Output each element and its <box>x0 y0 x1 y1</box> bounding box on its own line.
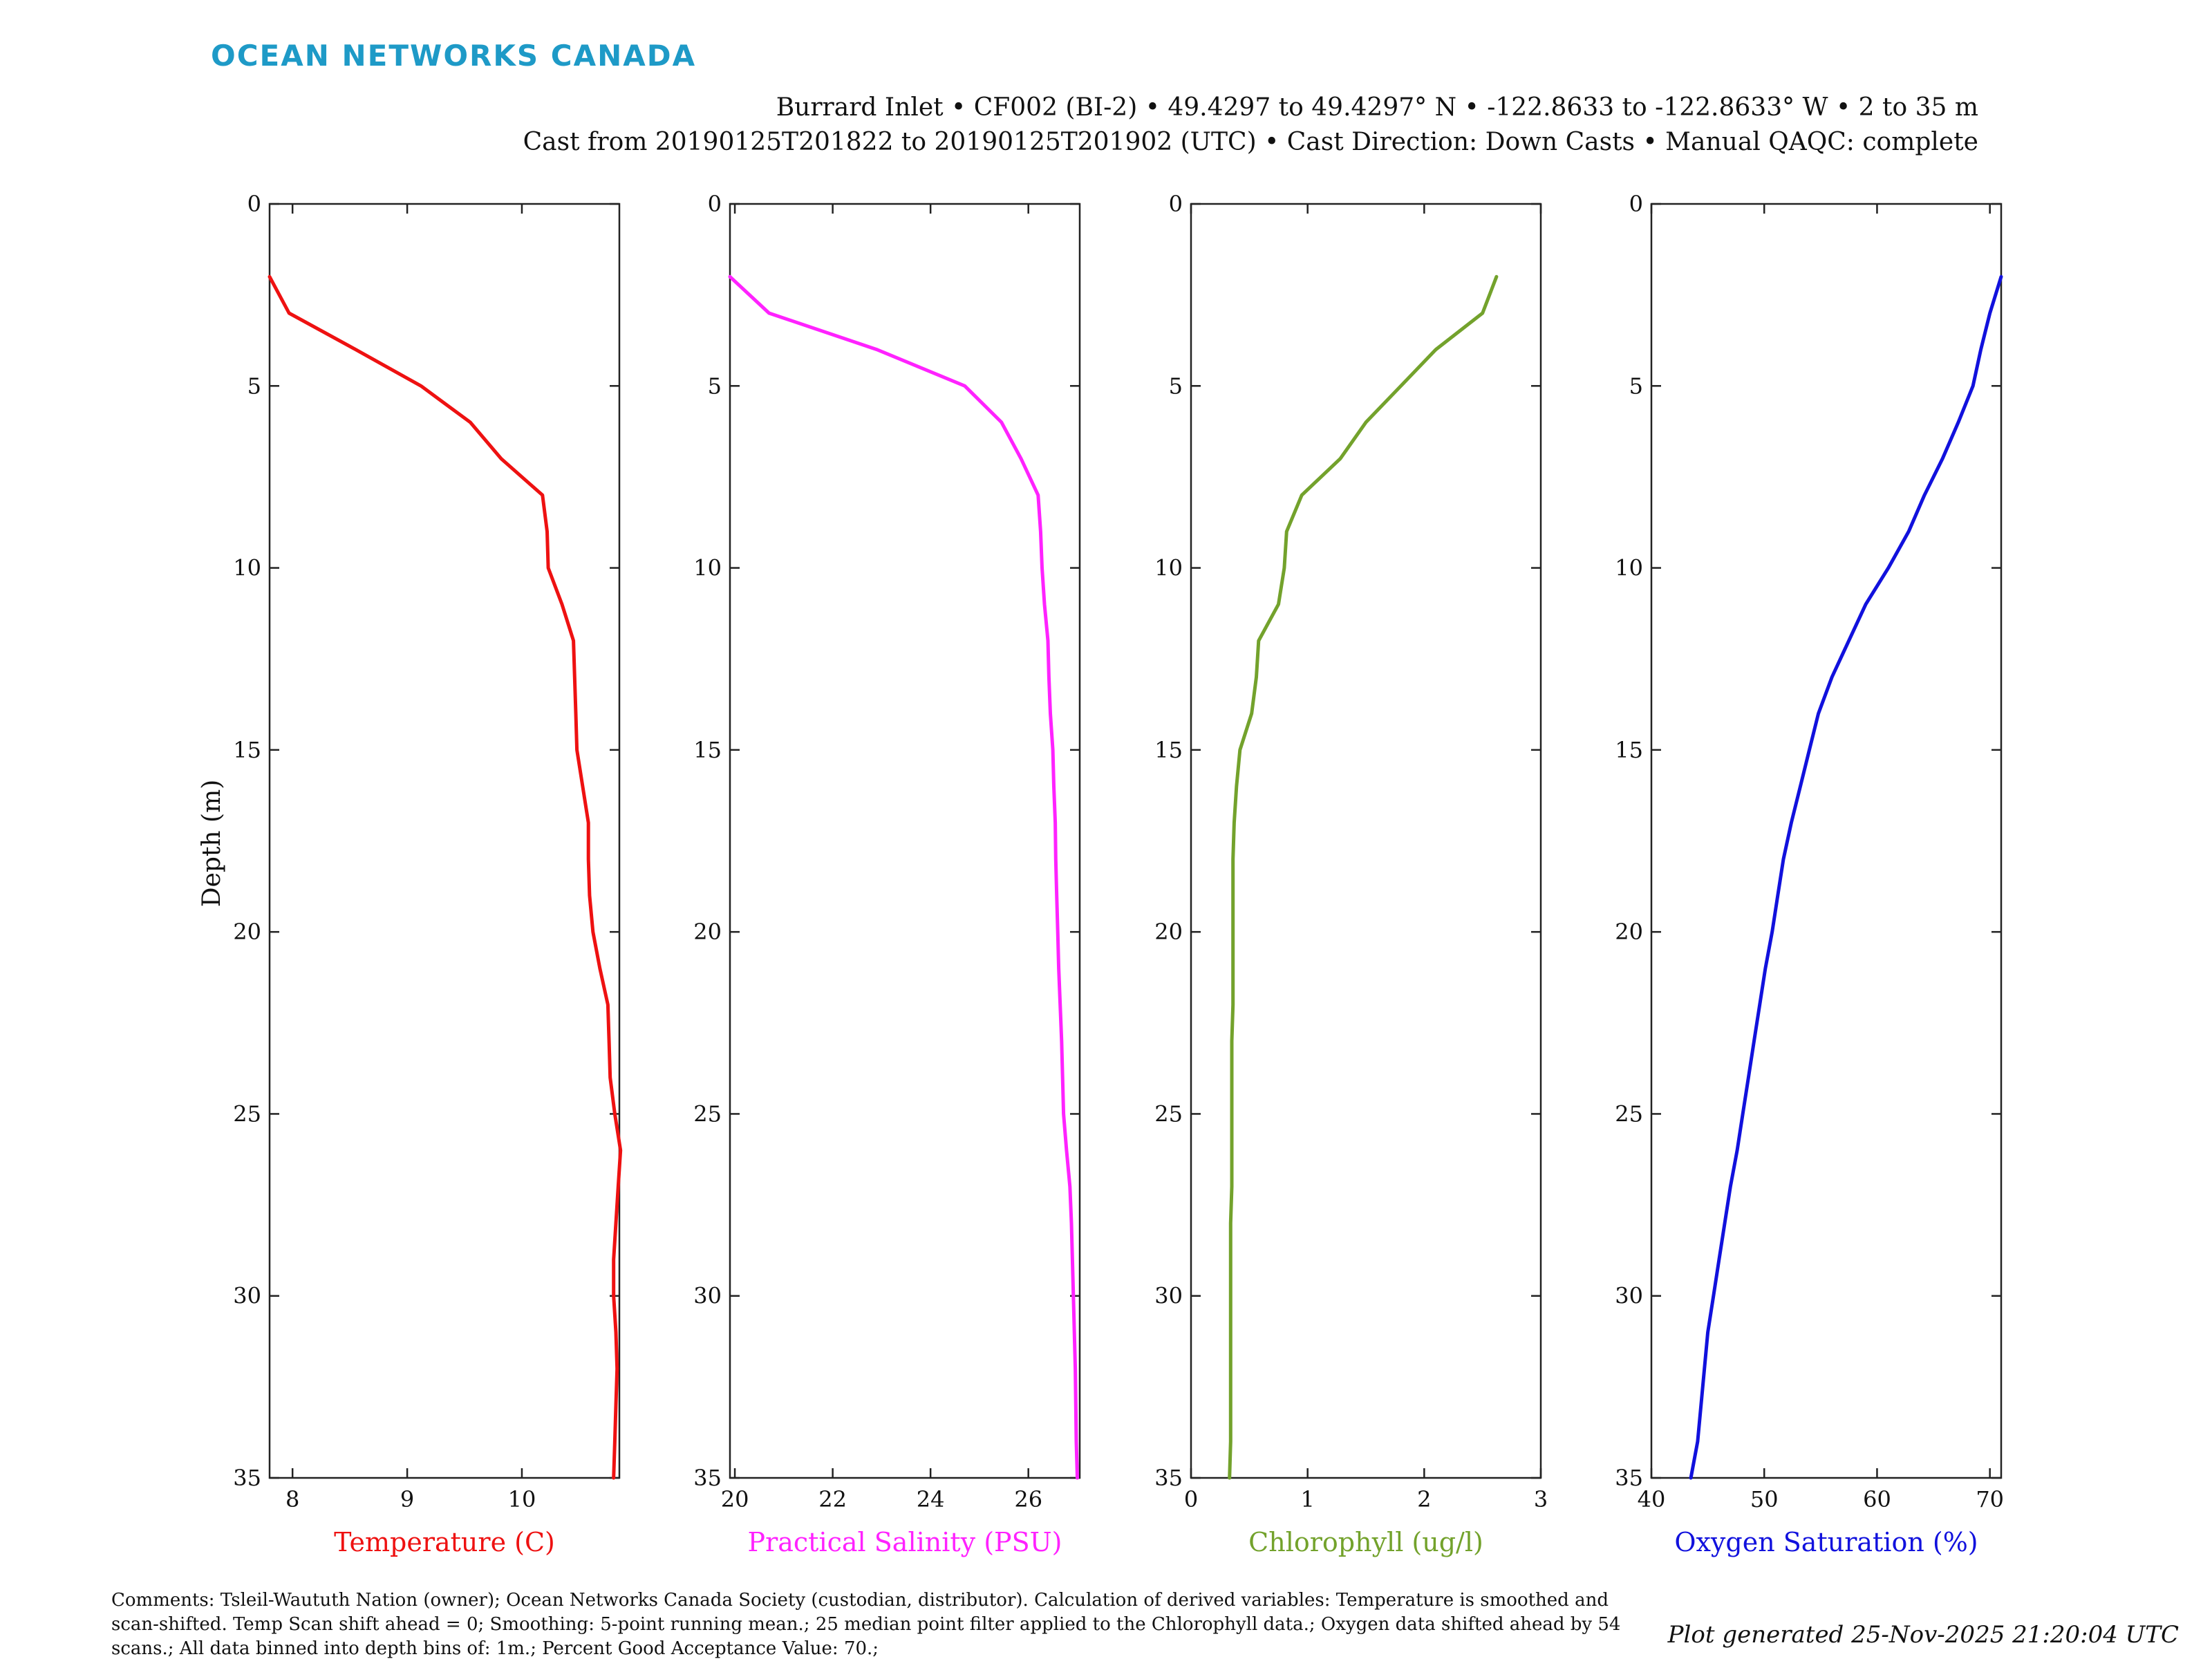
x-tick-label: 60 <box>1863 1486 1891 1512</box>
x-axis-label: Oxygen Saturation (%) <box>1674 1527 1978 1557</box>
y-tick-label: 25 <box>693 1100 722 1127</box>
y-tick-label: 5 <box>1169 373 1183 399</box>
x-tick-label: 40 <box>1638 1486 1666 1512</box>
y-tick-label: 15 <box>1154 737 1183 763</box>
y-tick-label: 5 <box>1629 373 1643 399</box>
y-tick-label: 15 <box>693 737 722 763</box>
x-axis-label: Practical Salinity (PSU) <box>748 1527 1062 1557</box>
axes-frame <box>1650 203 2003 1479</box>
axes-frame <box>1190 203 1542 1479</box>
y-tick-label: 0 <box>1169 191 1183 217</box>
panel-1: 0 5 10 15 20 25 30 35 8 9 10 Temperature (C) <box>233 191 623 1557</box>
x-tick-label: 2 <box>1417 1486 1431 1512</box>
y-tick-label: 10 <box>233 555 261 581</box>
y-tick-label: 10 <box>1615 555 1643 581</box>
x-tick-label: 3 <box>1534 1486 1548 1512</box>
y-tick-label: 0 <box>247 191 261 217</box>
profile-line-4 <box>1689 274 2003 1480</box>
y-tick-label: 30 <box>233 1283 261 1309</box>
x-tick-label: 26 <box>1014 1486 1042 1512</box>
y-tick-label: 30 <box>1154 1283 1183 1309</box>
x-tick-label: 10 <box>508 1486 536 1512</box>
y-tick-label: 25 <box>1154 1100 1183 1127</box>
footer-comment-line-1: Comments: Tsleil-Waututh Nation (owner);… <box>111 1590 1609 1611</box>
y-tick-label: 20 <box>1615 919 1643 945</box>
brand-logo-text: OCEAN NETWORKS CANADA <box>211 39 696 73</box>
y-tick-label: 35 <box>693 1465 722 1491</box>
y-tick-label: 15 <box>233 737 261 763</box>
header-line-1: Burrard Inlet • CF002 (BI-2) • 49.4297 t… <box>776 93 1978 122</box>
profile-line-2 <box>728 274 1079 1480</box>
x-axis-label: Temperature (C) <box>334 1527 555 1557</box>
y-tick-label: 20 <box>1154 919 1183 945</box>
y-tick-label: 25 <box>1615 1100 1643 1127</box>
plot-generated-stamp: Plot generated 25-Nov-2025 21:20:04 UTC <box>1667 1621 2179 1649</box>
y-tick-label: 5 <box>708 373 722 399</box>
y-tick-label: 15 <box>1615 737 1643 763</box>
x-tick-label: 70 <box>1976 1486 2004 1512</box>
x-tick-label: 1 <box>1300 1486 1314 1512</box>
x-tick-label: 22 <box>818 1486 847 1512</box>
header-line-2: Cast from 20190125T201822 to 20190125T20… <box>523 128 1978 156</box>
x-tick-label: 9 <box>400 1486 414 1512</box>
y-tick-label: 35 <box>1615 1465 1643 1491</box>
x-tick-label: 8 <box>285 1486 299 1512</box>
profile-line-1 <box>268 274 623 1480</box>
y-tick-label: 5 <box>247 373 261 399</box>
x-tick-label: 20 <box>721 1486 749 1512</box>
footer-comment-line-3: scans.; All data binned into depth bins … <box>111 1638 879 1659</box>
y-tick-label: 0 <box>1629 191 1643 217</box>
x-axis-label: Chlorophyll (ug/l) <box>1248 1527 1483 1557</box>
x-tick-label: 50 <box>1750 1486 1779 1512</box>
y-tick-label: 0 <box>708 191 722 217</box>
y-tick-label: 20 <box>233 919 261 945</box>
y-tick-label: 30 <box>693 1283 722 1309</box>
y-tick-label: 35 <box>1154 1465 1183 1491</box>
axes-frame <box>268 203 621 1479</box>
y-tick-label: 25 <box>233 1100 261 1127</box>
x-tick-label: 0 <box>1184 1486 1198 1512</box>
footer-comment-line-2: scan-shifted. Temp Scan shift ahead = 0;… <box>111 1614 1620 1635</box>
y-tick-label: 20 <box>693 919 722 945</box>
y-axis-label: Depth (m) <box>198 780 226 908</box>
y-tick-label: 35 <box>233 1465 261 1491</box>
y-tick-label: 30 <box>1615 1283 1643 1309</box>
axes-frame <box>729 203 1081 1479</box>
profile-line-3 <box>1228 274 1499 1480</box>
y-tick-label: 10 <box>1154 555 1183 581</box>
x-tick-label: 24 <box>917 1486 945 1512</box>
y-tick-label: 10 <box>693 555 722 581</box>
